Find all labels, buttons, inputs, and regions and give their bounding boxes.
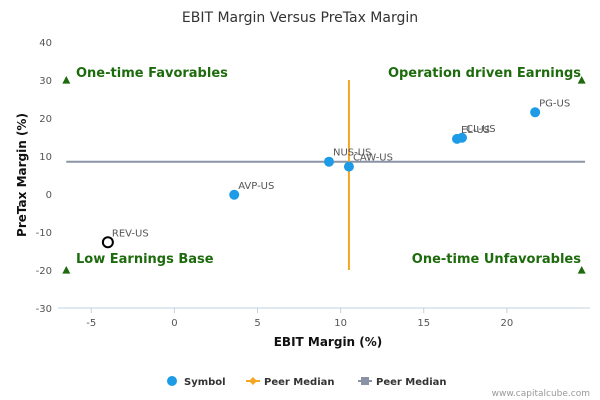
data-point [101, 236, 114, 249]
x-tick-label: 10 [334, 318, 347, 329]
credit-text: www.capitalcube.com [492, 389, 590, 399]
data-point [229, 189, 240, 200]
y-tick-label: 10 [39, 152, 52, 163]
y-tick-label: -10 [36, 228, 52, 239]
legend-horizontal-median-marker [361, 377, 369, 385]
quadrant-marker-bottom-right [577, 266, 586, 274]
x-tick-label: 20 [501, 318, 514, 329]
quadrant-marker-bottom-left [62, 266, 71, 274]
y-tick-label: -30 [36, 304, 52, 315]
y-axis-title: PreTax Margin (%) [15, 113, 29, 237]
quadrant-label-bottom-left: Low Earnings Base [76, 252, 214, 267]
y-tick-label: 20 [39, 114, 52, 125]
x-tick-label: 0 [171, 318, 177, 329]
data-point [456, 132, 467, 143]
legend-vertical-median-marker [249, 377, 257, 385]
data-point [343, 161, 354, 172]
x-tick-label: -5 [86, 318, 96, 329]
legend-symbol-marker [167, 376, 177, 386]
chart-title: EBIT Margin Versus PreTax Margin [182, 10, 418, 26]
y-tick-label: -20 [36, 266, 52, 277]
x-tick-label: 5 [254, 318, 260, 329]
legend-label: Symbol [184, 377, 226, 388]
x-axis-title: EBIT Margin (%) [274, 335, 383, 349]
quadrant-label-top-right: Operation driven Earnings [388, 66, 581, 81]
data-point-label: AVP-US [238, 181, 274, 192]
legend-label: Peer Median [264, 377, 335, 388]
quadrant-label-bottom-right: One-time Unfavorables [412, 252, 581, 267]
data-point [530, 107, 541, 118]
quadrant-label-top-left: One-time Favorables [76, 66, 228, 81]
data-point-label: EL-US [461, 125, 490, 136]
data-point-label: NUS-US [333, 148, 371, 159]
data-point-label: CL-US [466, 124, 496, 135]
data-point [323, 156, 334, 167]
y-tick-label: 30 [39, 76, 52, 87]
x-tick-label: 15 [417, 318, 430, 329]
data-point-label: PG-US [539, 98, 570, 109]
data-point-label: CAW-US [353, 153, 393, 164]
y-tick-label: 0 [46, 190, 52, 201]
y-tick-label: 40 [39, 38, 52, 49]
data-point-label: REV-US [112, 228, 149, 239]
quadrant-marker-top-right [577, 76, 586, 84]
legend-label: Peer Median [376, 377, 447, 388]
quadrant-marker-top-left [62, 76, 71, 84]
